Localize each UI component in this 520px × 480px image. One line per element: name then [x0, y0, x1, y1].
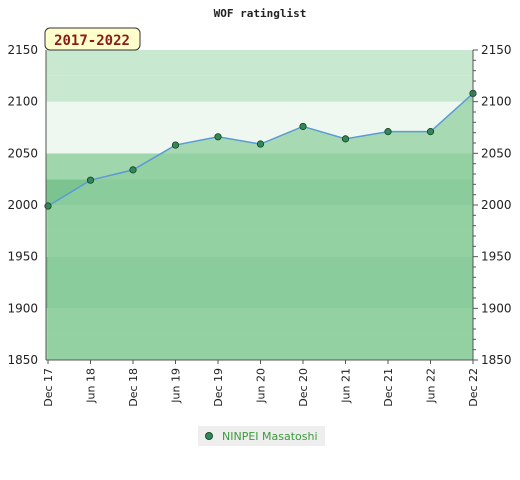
legend[interactable]: NINPEI Masatoshi: [198, 426, 325, 446]
y-tick-label-left: 2050: [7, 146, 38, 160]
data-point[interactable]: [341, 135, 350, 143]
y-tick-label-left: 1850: [7, 353, 38, 367]
background-band: [46, 101, 473, 128]
x-tick-label: Dec 22: [467, 368, 480, 407]
data-points: [44, 89, 477, 210]
y-tick-label-left: 2100: [7, 95, 38, 109]
data-point[interactable]: [214, 133, 222, 141]
period-label-box: 2017-2022: [44, 27, 141, 51]
y-tick-label-left: 2150: [7, 43, 38, 57]
y-tick-label-right: 1900: [481, 301, 512, 315]
y-tick-label-left: 1900: [7, 301, 38, 315]
area-fill: [48, 93, 473, 361]
y-axis-right: 1850 1900 1950 2000 2050 2100 2150: [481, 43, 512, 367]
x-tick-label: Dec 20: [297, 368, 310, 407]
x-tick-label: Dec 17: [42, 368, 55, 407]
data-point[interactable]: [299, 122, 307, 131]
y-tick-label-left: 2000: [7, 198, 38, 212]
x-tick-label: Dec 19: [212, 368, 225, 407]
data-point[interactable]: [256, 140, 265, 148]
data-point[interactable]: [171, 141, 180, 149]
y-tick-label-right: 2100: [481, 95, 512, 109]
data-point[interactable]: [86, 176, 95, 184]
period-label: 2017-2022: [54, 33, 130, 49]
background-band: [46, 50, 473, 76]
x-tick-label: Jun 20: [255, 368, 268, 404]
y-tick-label-right: 2000: [481, 198, 512, 212]
area-below-series: [48, 93, 473, 361]
x-tick-label: Dec 21: [382, 368, 395, 407]
y-tick-label-right: 1850: [481, 353, 512, 367]
axes: [45, 49, 478, 361]
legend-background: [198, 426, 325, 446]
data-point[interactable]: [129, 166, 137, 174]
y-tick-label-right: 2050: [481, 146, 512, 160]
y-axis-left: 1850 1900 1950 2000 2050 2100 2150: [7, 43, 38, 367]
y-tick-label-right: 1950: [481, 250, 512, 264]
x-axis: Dec 17 Jun 18 Dec 18 Jun 19 Dec 19 Jun 20 Dec …: [42, 360, 480, 407]
y-tick-label-left: 1950: [7, 250, 38, 264]
chart-title: WOF ratinglist: [214, 7, 307, 20]
legend-marker: [205, 432, 213, 440]
data-point[interactable]: [426, 128, 435, 136]
background-band: [46, 75, 473, 102]
x-tick-label: Jun 22: [425, 368, 438, 404]
x-tick-label: Jun 18: [85, 368, 98, 404]
x-tick-label: Jun 21: [340, 368, 353, 404]
data-point[interactable]: [384, 128, 392, 136]
x-tick-label: Dec 18: [127, 368, 140, 407]
x-tick-label: Jun 19: [170, 368, 183, 404]
legend-label: NINPEI Masatoshi: [222, 430, 318, 443]
y-tick-label-right: 2150: [481, 43, 512, 57]
